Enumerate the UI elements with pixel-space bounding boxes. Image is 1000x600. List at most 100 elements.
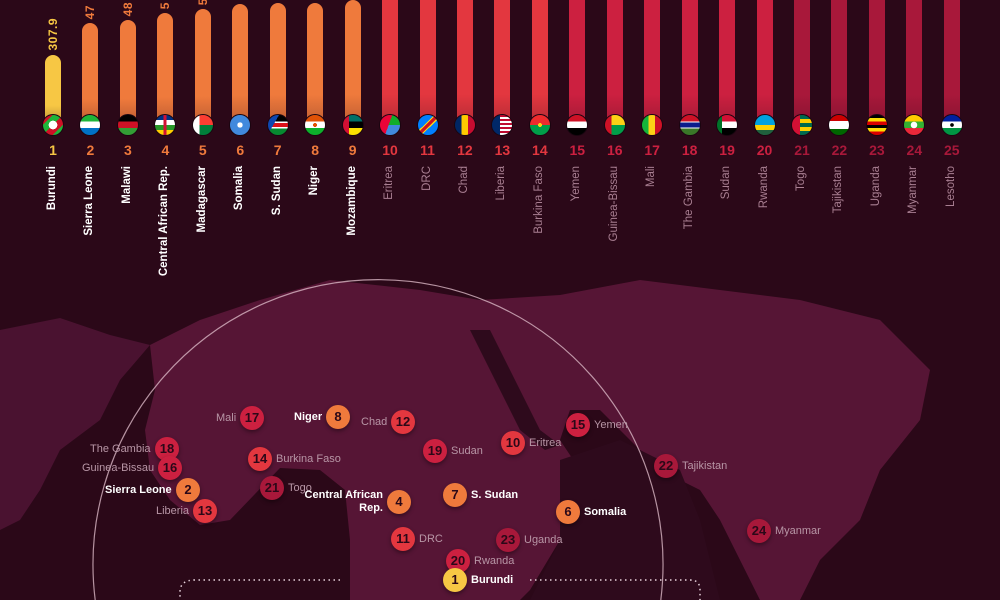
bar-mali (644, 0, 661, 118)
niger-flag-icon (304, 114, 327, 136)
rank-number: 19 (719, 142, 735, 158)
bar-mozambique (344, 0, 361, 118)
car-flag-icon (154, 114, 177, 136)
map-marker-burundi: 1 (443, 568, 467, 592)
bar-guinea-bissau (606, 0, 623, 118)
bar-s-sudan (269, 3, 286, 118)
rank-number: 13 (494, 142, 511, 158)
map-label: Mali (216, 411, 237, 424)
map-marker-sierra-leone: 2 (176, 478, 200, 502)
bar-madagascar (194, 9, 211, 118)
map-label: Burkina Faso (276, 452, 341, 465)
rank-number: 6 (236, 142, 245, 158)
bar-chad (456, 0, 473, 118)
map-label: S. Sudan (471, 488, 519, 501)
bar-uganda (868, 0, 885, 118)
rank-number: 17 (644, 142, 660, 158)
dotted-callout (179, 579, 701, 600)
burkina-faso-flag-icon (528, 114, 551, 136)
chad-flag-icon (453, 114, 476, 136)
rank-number: 3 (123, 142, 132, 158)
map-label: Chad (361, 415, 388, 428)
map-label: Sierra Leone (105, 483, 172, 496)
togo-flag-icon (791, 114, 813, 136)
map-label: DRC (419, 532, 443, 545)
madagascar-flag-icon (191, 114, 214, 136)
rank-number: 7 (273, 142, 282, 158)
category-label: Mali (645, 166, 658, 188)
category-label: Togo (795, 166, 807, 191)
rank-number: 22 (831, 142, 848, 158)
category-label: Eritrea (383, 166, 396, 200)
category-label: Guinea-Bissau (607, 166, 620, 242)
guinea-bissau-flag-icon (603, 114, 626, 136)
category-label: Myanmar (907, 166, 920, 214)
map-label: Togo (288, 481, 312, 494)
map-label: Eritrea (529, 436, 562, 449)
map-label: Central African Rep. (304, 489, 383, 514)
category-label: Central African Rep. (158, 166, 171, 277)
uganda-flag-icon (865, 114, 888, 136)
map-marker-s-sudan: 7 (443, 483, 467, 507)
rank-number: 14 (532, 142, 548, 158)
map-label: Tajikistan (682, 459, 728, 472)
bar-sudan (719, 0, 736, 118)
map-label: Liberia (156, 504, 190, 517)
map-marker-sudan: 19 (423, 439, 447, 463)
liberia-flag-icon (491, 114, 514, 136)
rank-number: 24 (906, 142, 923, 158)
category-label: Sierra Leone (83, 166, 96, 236)
map-marker-somalia: 6 (556, 500, 580, 524)
category-label: Mozambique (345, 166, 358, 236)
rank-number: 4 (161, 142, 170, 158)
map-label: Burundi (471, 573, 514, 586)
rank-number: 8 (311, 142, 320, 158)
category-label: DRC (420, 166, 433, 191)
bar-lesotho (943, 0, 960, 118)
bar-somalia (232, 4, 249, 118)
rank-number: 11 (420, 142, 435, 158)
category-label: S. Sudan (270, 166, 283, 216)
rank-number: 23 (869, 142, 885, 158)
somalia-flag-icon (229, 114, 252, 136)
map-label: Yemen (594, 418, 628, 431)
category-label: Chad (457, 166, 470, 194)
category-label: Sudan (720, 166, 733, 200)
map-marker-myanmar: 24 (747, 519, 771, 543)
category-label: Burkina Faso (532, 166, 545, 234)
map-marker-drc: 11 (391, 527, 415, 551)
mali-flag-icon (641, 114, 664, 136)
bar-sierra-leone (82, 23, 99, 118)
map-label: The Gambia (90, 442, 151, 455)
bar-togo (794, 0, 810, 118)
yemen-flag-icon (566, 114, 589, 136)
map-marker-liberia: 13 (193, 499, 217, 523)
map-label: Rwanda (474, 554, 515, 567)
bar-tajikistan (831, 0, 848, 118)
map-marker-chad: 12 (391, 410, 415, 434)
myanmar-flag-icon (903, 114, 926, 136)
category-label: The Gambia (682, 166, 695, 230)
category-label: Liberia (495, 166, 508, 201)
tajikistan-flag-icon (828, 114, 851, 136)
map-label: Uganda (524, 533, 563, 546)
map-label: Somalia (584, 505, 627, 518)
mozambique-flag-icon (341, 114, 364, 136)
bar-the-gambia (681, 0, 698, 118)
map-label: Guinea-Bissau (82, 461, 155, 474)
bar-eritrea (382, 0, 399, 118)
rank-number: 5 (198, 142, 207, 158)
rank-number: 18 (681, 142, 698, 158)
rank-number: 25 (944, 142, 960, 158)
map-marker-burkina-faso: 14 (248, 447, 272, 471)
category-label: Niger (308, 166, 321, 196)
south-sudan-flag-icon (266, 114, 289, 136)
indian-ocean (530, 440, 720, 600)
bar-niger (307, 3, 324, 118)
map-marker-central-african-rep-: 4 (387, 490, 411, 514)
rank-number: 10 (382, 142, 398, 158)
gambia-flag-icon (678, 114, 701, 136)
rank-number: 20 (756, 142, 773, 158)
